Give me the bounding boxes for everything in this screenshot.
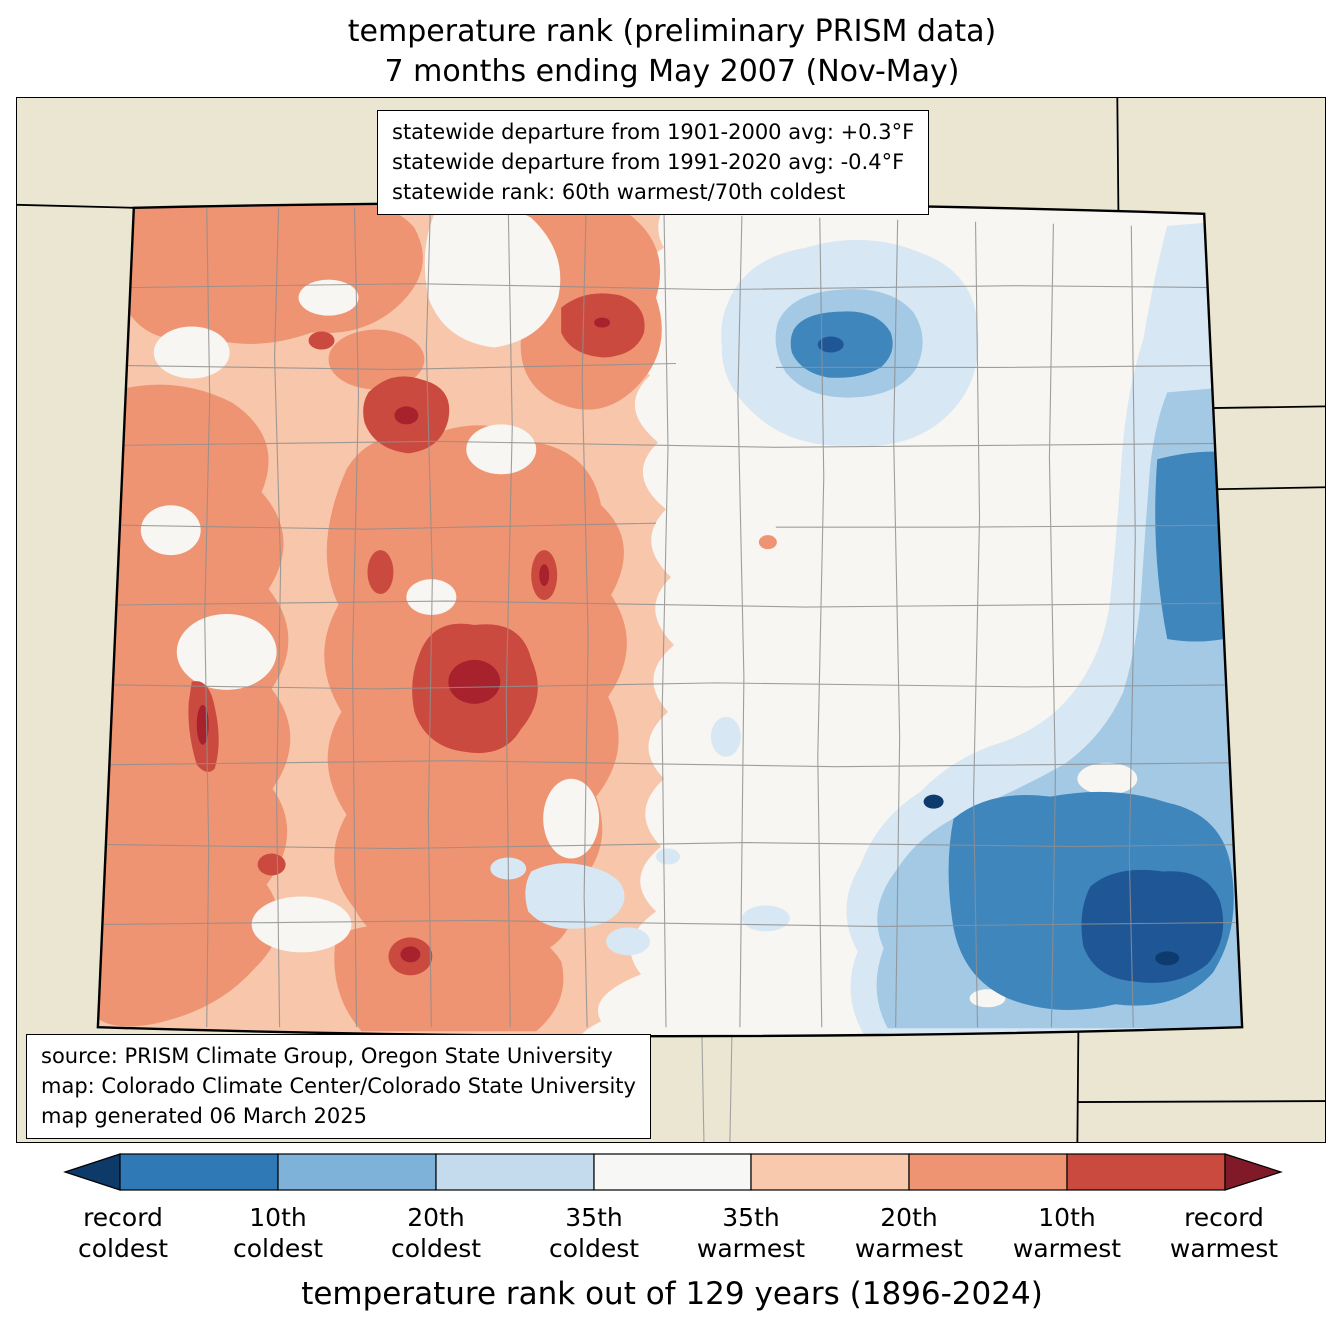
legend-label-10th-warmest: 10th warmest (1012, 1203, 1122, 1263)
legend-label-20th-coldest: 20th coldest (390, 1203, 482, 1263)
title-line-1: temperature rank (preliminary PRISM data… (347, 14, 997, 49)
legend-label-record-warmest: record warmest (1169, 1203, 1279, 1263)
legend-segment-35th-warmest (750, 1153, 910, 1191)
legend-label-record-coldest: record coldest (77, 1203, 169, 1263)
near-normal-patches-east (969, 762, 1138, 1008)
stats-line-2: statewide departure from 1991-2020 avg: … (392, 149, 905, 174)
legend-label-35th-warmest: 35th warmest (696, 1203, 806, 1263)
source-box: source: PRISM Climate Group, Oregon Stat… (26, 1034, 651, 1140)
colorado-map (17, 98, 1325, 1142)
county-boundaries (103, 207, 1242, 1028)
page-title: temperature rank (preliminary PRISM data… (0, 12, 1344, 92)
near-normal-patches-west (140, 203, 600, 953)
source-line-3: map generated 06 March 2025 (41, 1103, 368, 1128)
legend-arrow-record-warmest (1224, 1153, 1283, 1191)
legend-segment-near-normal (593, 1153, 752, 1191)
legend-segment-10th-warmest (1066, 1153, 1226, 1191)
legend-segment-35th-coldest (435, 1153, 595, 1191)
cool-region-record-spots (923, 794, 1180, 966)
statewide-stats-box: statewide departure from 1901-2000 avg: … (377, 110, 930, 216)
title-line-2: 7 months ending May 2007 (Nov-May) (384, 53, 960, 89)
stats-line-1: statewide departure from 1901-2000 avg: … (392, 120, 915, 144)
legend-caption: temperature rank out of 129 years (1896-… (301, 1276, 1043, 1312)
cool-region-dark (817, 336, 1224, 983)
legend-segment-20th-coldest (277, 1153, 437, 1191)
legend-label-35th-coldest: 35th coldest (548, 1203, 640, 1263)
map-frame: statewide departure from 1901-2000 avg: … (16, 97, 1326, 1143)
source-line-2: map: Colorado Climate Center/Colorado St… (41, 1073, 636, 1098)
legend-segment-10th-coldest (119, 1153, 279, 1191)
source-line-1: source: PRISM Climate Group, Oregon Stat… (41, 1044, 613, 1068)
legend-labels: record coldest 10th coldest 20th coldest… (0, 1203, 1344, 1269)
legend-colorbar (63, 1153, 1283, 1191)
temperature-rank-field (97, 202, 1243, 1037)
legend-label-20th-warmest: 20th warmest (854, 1203, 964, 1263)
out-of-state-county-lines (701, 1034, 733, 1142)
legend-segment-20th-warmest (908, 1153, 1068, 1191)
warm-region-record-spots (196, 317, 611, 963)
stats-line-3: statewide rank: 60th warmest/70th coldes… (392, 179, 846, 204)
legend-arrow-record-coldest (63, 1153, 121, 1191)
legend-label-10th-coldest: 10th coldest (232, 1203, 324, 1263)
